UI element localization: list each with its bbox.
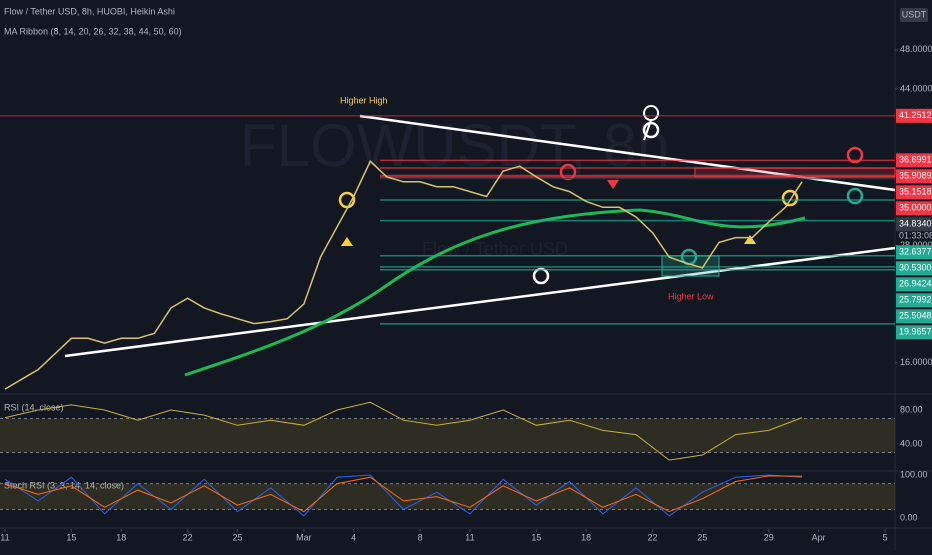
annotation: Higher High bbox=[340, 95, 388, 105]
x-tick-label: 5 bbox=[883, 532, 888, 542]
x-tick-label: Mar bbox=[296, 532, 312, 542]
currency: USDT bbox=[902, 9, 927, 19]
marker bbox=[744, 235, 756, 244]
marker bbox=[643, 105, 660, 141]
markers bbox=[338, 105, 864, 285]
price-label: 34.8340 bbox=[899, 219, 932, 229]
rsi-line bbox=[4, 401, 803, 461]
x-tick-label: 29 bbox=[764, 532, 774, 542]
y-tick-label: 44.0000 bbox=[900, 83, 932, 93]
price-label: 26.9424 bbox=[899, 279, 932, 289]
annotation: Higher Low bbox=[668, 291, 714, 301]
price-label: 25.5048 bbox=[899, 311, 932, 321]
y-tick-label: 100.00 bbox=[900, 469, 928, 479]
x-tick-label: 11 bbox=[465, 532, 474, 542]
price-label-bg bbox=[896, 169, 932, 184]
zone-box bbox=[661, 255, 720, 277]
chart-title: Flow / Tether USD, 8h, HUOBI, Heikin Ash… bbox=[4, 6, 175, 16]
price-label-bg bbox=[896, 153, 932, 168]
stoch-line bbox=[4, 474, 803, 517]
marker bbox=[781, 189, 799, 207]
price-label-bg bbox=[896, 277, 932, 292]
x-tick-label: 22 bbox=[183, 532, 193, 542]
x-tick-label: 8 bbox=[418, 532, 423, 542]
price-label-bg bbox=[896, 261, 932, 276]
price-label-bg bbox=[896, 185, 932, 200]
x-tick-label: 22 bbox=[648, 532, 658, 542]
price-label: 36.6991 bbox=[899, 155, 932, 165]
price-label: 41.2512 bbox=[899, 110, 932, 120]
marker bbox=[846, 187, 864, 205]
x-tick-label: 25 bbox=[697, 532, 707, 542]
marker bbox=[846, 146, 864, 164]
x-tick-label: 15 bbox=[531, 532, 541, 542]
trend-line bbox=[64, 246, 896, 358]
price-label: 35.1518 bbox=[899, 187, 932, 197]
price-label: 35.0000 bbox=[899, 203, 932, 213]
price-label: 30.5300 bbox=[899, 263, 932, 273]
x-tick-label: Apr bbox=[812, 532, 826, 542]
price-label: 25.7992 bbox=[899, 295, 932, 305]
x-tick-label: 25 bbox=[232, 532, 242, 542]
x-tick-label: 15 bbox=[66, 532, 76, 542]
y-tick-label: 28.0000 bbox=[900, 240, 932, 250]
y-tick-label: 40.00 bbox=[900, 438, 923, 448]
stoch-band bbox=[0, 483, 895, 510]
y-tick-label: 80.00 bbox=[900, 404, 923, 414]
marker bbox=[341, 237, 353, 246]
price-label-bg bbox=[896, 245, 932, 260]
stoch-line bbox=[4, 475, 803, 513]
price-line bbox=[4, 160, 803, 390]
subtitle: MA Ribbon (8, 14, 20, 26, 32, 38, 44, 50… bbox=[4, 26, 182, 36]
x-tick-label: 18 bbox=[581, 532, 591, 542]
currency-badge bbox=[900, 8, 928, 22]
x-tick-label: 18 bbox=[116, 532, 126, 542]
ma-ribbon bbox=[184, 208, 806, 377]
price-label-bg bbox=[896, 293, 932, 308]
stoch-title: Stoch RSI (3, 3, 14, 14, close) bbox=[4, 480, 124, 490]
marker bbox=[607, 180, 619, 189]
x-tick-label: 4 bbox=[351, 532, 356, 542]
price-label-bg bbox=[896, 309, 932, 324]
countdown: 01:33:08 bbox=[899, 231, 932, 241]
y-tick-label: 48.0000 bbox=[900, 44, 932, 54]
price-label-bg bbox=[896, 201, 932, 216]
price-label: 35.9089 bbox=[899, 171, 932, 181]
price-label-bg bbox=[896, 217, 932, 232]
marker bbox=[338, 191, 356, 209]
price-label: 19.9657 bbox=[899, 327, 932, 337]
y-tick-label: 16.0000 bbox=[900, 357, 932, 367]
price-label-bg bbox=[896, 108, 932, 123]
marker bbox=[532, 267, 550, 285]
price-label-bg bbox=[896, 325, 932, 340]
rsi-title: RSI (14, close) bbox=[4, 402, 64, 412]
x-tick-label: 11 bbox=[0, 532, 9, 542]
y-tick-label: 0.00 bbox=[900, 512, 918, 522]
price-label: 32.6377 bbox=[899, 247, 932, 257]
marker bbox=[642, 121, 660, 139]
